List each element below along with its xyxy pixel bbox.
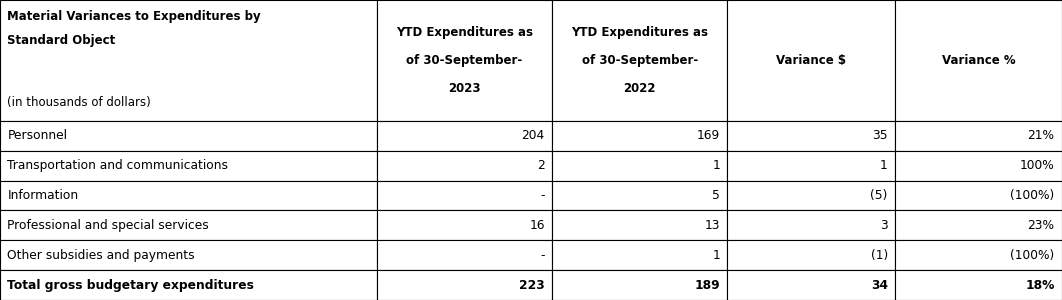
- Text: (5): (5): [871, 189, 888, 202]
- Bar: [895, 211, 1062, 240]
- Text: 1: 1: [713, 159, 720, 172]
- Text: of 30-September-: of 30-September-: [407, 54, 523, 67]
- Text: 100%: 100%: [1020, 159, 1055, 172]
- Bar: [377, 270, 552, 300]
- Text: 18%: 18%: [1025, 279, 1055, 292]
- Bar: [552, 240, 727, 270]
- Text: (in thousands of dollars): (in thousands of dollars): [7, 96, 151, 110]
- Text: (1): (1): [871, 249, 888, 262]
- Text: Total gross budgetary expenditures: Total gross budgetary expenditures: [7, 279, 254, 292]
- Bar: [552, 121, 727, 151]
- Text: 34: 34: [871, 279, 888, 292]
- Text: 169: 169: [697, 129, 720, 142]
- Bar: [552, 151, 727, 181]
- Bar: [895, 240, 1062, 270]
- Bar: [377, 0, 552, 121]
- Text: 1: 1: [880, 159, 888, 172]
- Text: Personnel: Personnel: [7, 129, 67, 142]
- Text: 189: 189: [695, 279, 720, 292]
- Text: 35: 35: [872, 129, 888, 142]
- Text: Standard Object: Standard Object: [7, 34, 116, 47]
- Bar: [727, 121, 895, 151]
- Text: 5: 5: [713, 189, 720, 202]
- Bar: [0, 0, 377, 121]
- Text: 2: 2: [537, 159, 545, 172]
- Bar: [895, 151, 1062, 181]
- Bar: [0, 270, 377, 300]
- Text: 16: 16: [529, 219, 545, 232]
- Text: of 30-September-: of 30-September-: [582, 54, 698, 67]
- Text: 2022: 2022: [623, 82, 656, 94]
- Bar: [727, 0, 895, 121]
- Bar: [727, 270, 895, 300]
- Text: Variance %: Variance %: [942, 54, 1015, 67]
- Text: Other subsidies and payments: Other subsidies and payments: [7, 249, 195, 262]
- Text: -: -: [541, 189, 545, 202]
- Bar: [0, 121, 377, 151]
- Text: -: -: [541, 249, 545, 262]
- Text: Material Variances to Expenditures by: Material Variances to Expenditures by: [7, 10, 261, 23]
- Text: YTD Expenditures as: YTD Expenditures as: [571, 26, 708, 39]
- Bar: [552, 211, 727, 240]
- Bar: [552, 270, 727, 300]
- Text: 13: 13: [704, 219, 720, 232]
- Bar: [727, 151, 895, 181]
- Text: (100%): (100%): [1010, 189, 1055, 202]
- Bar: [727, 211, 895, 240]
- Text: Information: Information: [7, 189, 79, 202]
- Bar: [895, 0, 1062, 121]
- Bar: [895, 121, 1062, 151]
- Bar: [895, 270, 1062, 300]
- Text: 23%: 23%: [1028, 219, 1055, 232]
- Bar: [377, 181, 552, 211]
- Bar: [0, 211, 377, 240]
- Text: 2023: 2023: [448, 82, 481, 94]
- Bar: [727, 240, 895, 270]
- Text: 3: 3: [880, 219, 888, 232]
- Text: 21%: 21%: [1028, 129, 1055, 142]
- Bar: [0, 240, 377, 270]
- Text: Professional and special services: Professional and special services: [7, 219, 209, 232]
- Text: (100%): (100%): [1010, 249, 1055, 262]
- Bar: [552, 181, 727, 211]
- Text: Transportation and communications: Transportation and communications: [7, 159, 228, 172]
- Bar: [727, 181, 895, 211]
- Bar: [552, 0, 727, 121]
- Text: 1: 1: [713, 249, 720, 262]
- Bar: [377, 121, 552, 151]
- Bar: [377, 211, 552, 240]
- Bar: [0, 151, 377, 181]
- Bar: [895, 181, 1062, 211]
- Text: Variance $: Variance $: [776, 54, 846, 67]
- Bar: [0, 181, 377, 211]
- Bar: [377, 151, 552, 181]
- Text: YTD Expenditures as: YTD Expenditures as: [396, 26, 533, 39]
- Text: 223: 223: [519, 279, 545, 292]
- Text: 204: 204: [521, 129, 545, 142]
- Bar: [377, 240, 552, 270]
